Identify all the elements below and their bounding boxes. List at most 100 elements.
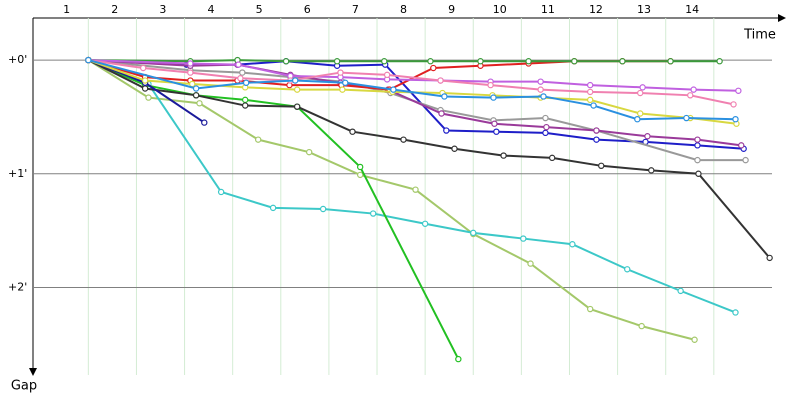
point (381, 58, 388, 65)
point (493, 128, 500, 135)
point (441, 93, 448, 100)
point (141, 77, 149, 84)
point (237, 75, 244, 82)
point (477, 58, 484, 65)
point (537, 78, 544, 85)
point (639, 84, 646, 91)
lap-label: 14 (685, 3, 699, 16)
point (586, 88, 594, 96)
point (569, 241, 576, 248)
point (586, 81, 594, 89)
point (293, 103, 301, 110)
point (239, 69, 246, 76)
point (540, 93, 547, 100)
point (451, 145, 458, 152)
point (543, 123, 550, 131)
point (187, 60, 194, 67)
point (470, 229, 477, 237)
point (145, 94, 152, 101)
lap-label: 2 (111, 3, 118, 16)
point (192, 85, 200, 92)
lap-label: 12 (589, 3, 603, 16)
point (548, 154, 556, 162)
point (766, 254, 773, 262)
point (141, 85, 149, 92)
point (241, 102, 249, 109)
lap-label: 4 (208, 3, 215, 16)
x-axis-title: Time (743, 28, 776, 43)
point (235, 61, 242, 68)
point (241, 96, 249, 104)
point (683, 114, 690, 122)
point (242, 79, 250, 87)
lap-label: 1 (63, 3, 70, 16)
point (400, 136, 407, 143)
point (201, 119, 208, 126)
point (500, 152, 507, 159)
point (430, 64, 437, 72)
series-line (87, 59, 695, 341)
point (356, 163, 364, 171)
lap-label: 5 (256, 3, 263, 16)
series-line (88, 59, 734, 106)
point (586, 305, 594, 313)
point (356, 171, 364, 179)
point (542, 114, 549, 122)
lap-label: 13 (637, 3, 651, 16)
lap-label: 3 (159, 3, 166, 16)
point (217, 188, 225, 196)
point (598, 162, 605, 170)
point (369, 210, 377, 217)
point (527, 260, 534, 267)
point (590, 102, 597, 109)
point (687, 92, 694, 99)
lap-label: 9 (448, 3, 455, 16)
point (634, 115, 641, 123)
point (187, 69, 194, 76)
point (437, 77, 444, 84)
point (421, 220, 429, 227)
point (677, 287, 684, 295)
point (282, 58, 290, 65)
y-axis-arrow (29, 368, 37, 376)
point (383, 71, 391, 79)
point (732, 115, 739, 123)
point (571, 58, 578, 65)
point (593, 136, 600, 143)
point (254, 136, 262, 143)
plot-area: 1 2 3 4 5 6 7 8 9 10 11 12 13 14+0'+1'+2' (8, 3, 773, 375)
point (525, 58, 532, 65)
point (333, 58, 341, 65)
point (455, 355, 462, 363)
point (586, 96, 594, 104)
lap-label: 7 (352, 3, 359, 16)
point (342, 79, 349, 87)
point (490, 94, 497, 101)
point (637, 110, 644, 117)
point (694, 136, 701, 143)
point (537, 86, 544, 93)
point (644, 133, 651, 140)
y-tick-label: +0' (8, 53, 27, 66)
point (593, 127, 600, 134)
point (694, 142, 701, 149)
point (638, 322, 645, 330)
point (487, 81, 494, 89)
point (269, 204, 277, 212)
point (438, 110, 445, 117)
series-line (87, 59, 771, 259)
point (742, 156, 749, 164)
x-axis-arrow (778, 14, 786, 22)
point (694, 156, 701, 164)
point (293, 86, 301, 93)
point (412, 186, 419, 193)
point (305, 148, 313, 156)
point (319, 205, 327, 213)
point (520, 235, 527, 242)
point (690, 86, 697, 93)
point (637, 89, 644, 97)
point (192, 92, 200, 99)
point (732, 309, 739, 316)
y-axis-title: Gap (11, 379, 37, 394)
